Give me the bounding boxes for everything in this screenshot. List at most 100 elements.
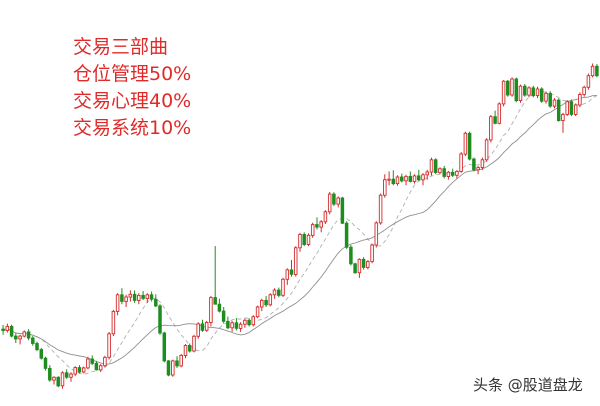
- candle-body-up: [310, 224, 315, 236]
- candle-body-up: [438, 168, 442, 174]
- candle: [255, 305, 260, 319]
- candle-body-up: [272, 289, 277, 296]
- candle-body-down: [166, 360, 171, 376]
- candle: [234, 318, 239, 331]
- candle-body-down: [277, 289, 281, 296]
- candle: [18, 334, 22, 345]
- candle: [289, 260, 294, 277]
- candle: [578, 92, 582, 108]
- candle: [501, 80, 506, 107]
- moving-average-long: [2, 95, 597, 365]
- candle-body-up: [535, 88, 540, 97]
- candle: [124, 294, 128, 307]
- candle-body-down: [340, 197, 345, 224]
- candle: [569, 99, 574, 117]
- candle-body-up: [107, 333, 111, 358]
- candle: [408, 171, 413, 183]
- candle: [319, 220, 323, 233]
- candle-body-down: [35, 343, 39, 351]
- candle-body-up: [319, 221, 323, 228]
- candle: [272, 288, 277, 299]
- candle: [98, 364, 103, 372]
- candle-body-down: [523, 85, 527, 96]
- candle: [306, 233, 311, 247]
- candle: [361, 257, 366, 270]
- candle-body-up: [476, 167, 480, 171]
- candle: [264, 295, 268, 307]
- candle: [476, 165, 480, 175]
- candle-body-up: [480, 159, 485, 168]
- candle-body-up: [196, 323, 200, 337]
- candle: [539, 87, 544, 103]
- candle-body-up: [115, 294, 120, 312]
- candle-body-up: [171, 360, 175, 376]
- candle: [120, 288, 124, 305]
- candle: [293, 246, 298, 277]
- candle: [251, 315, 256, 327]
- candle-body-down: [493, 116, 497, 124]
- candle-body-down: [77, 367, 82, 373]
- candle-body-down: [569, 101, 574, 115]
- candle-body-up: [561, 113, 565, 121]
- candle-body-down: [247, 319, 251, 326]
- candle-body-down: [344, 222, 349, 248]
- candle: [590, 63, 595, 78]
- candle: [56, 376, 60, 388]
- candle-body-up: [69, 373, 73, 378]
- candle: [450, 168, 455, 177]
- candle-body-down: [302, 234, 306, 245]
- candle-body-up: [251, 316, 256, 326]
- candle: [357, 258, 362, 278]
- candle-body-down: [64, 372, 69, 378]
- candle-body-up: [124, 296, 128, 302]
- candle: [26, 329, 31, 341]
- candle: [506, 80, 510, 97]
- candle: [81, 366, 86, 374]
- candle-body-down: [289, 269, 294, 275]
- candle-body-up: [5, 325, 10, 331]
- candle-body-up: [323, 211, 328, 223]
- candle: [64, 369, 69, 379]
- candle: [433, 158, 438, 175]
- candle-body-up: [578, 94, 582, 106]
- candle-body-up: [404, 175, 408, 182]
- candle-body-up: [230, 322, 234, 329]
- candle: [277, 287, 281, 298]
- candle: [192, 334, 196, 353]
- candle: [378, 193, 383, 225]
- candle-body-down: [332, 193, 336, 205]
- candle-body-down: [43, 357, 48, 369]
- candle-body-down: [416, 175, 421, 181]
- candle: [544, 91, 548, 104]
- candle-body-down: [450, 171, 455, 176]
- candle-body-up: [489, 116, 493, 141]
- candle-body-down: [162, 332, 167, 362]
- candle: [268, 293, 273, 307]
- candle-body-up: [412, 175, 417, 182]
- candle: [586, 73, 591, 90]
- candle-body-up: [285, 269, 290, 280]
- candle: [340, 196, 345, 224]
- candle-body-down: [506, 80, 510, 96]
- candle-body-down: [56, 376, 60, 387]
- candle-body-down: [149, 294, 154, 300]
- candle: [561, 112, 565, 133]
- annotation-position-management: 仓位管理50%: [73, 63, 192, 85]
- candle: [145, 293, 150, 303]
- candle-body-up: [425, 171, 429, 176]
- candle: [196, 322, 200, 339]
- candle-body-down: [467, 132, 472, 160]
- candle-body-down: [234, 322, 239, 329]
- candle: [472, 157, 476, 172]
- candle: [22, 330, 27, 338]
- candle-body-up: [366, 261, 370, 268]
- candle: [209, 295, 213, 327]
- candle-body-up: [103, 356, 107, 367]
- candle-body-up: [293, 247, 298, 275]
- candle: [459, 152, 463, 173]
- candle: [132, 290, 137, 303]
- candle: [77, 365, 82, 374]
- candle-body-up: [260, 299, 264, 308]
- candle: [162, 331, 167, 363]
- candle-body-up: [243, 319, 247, 325]
